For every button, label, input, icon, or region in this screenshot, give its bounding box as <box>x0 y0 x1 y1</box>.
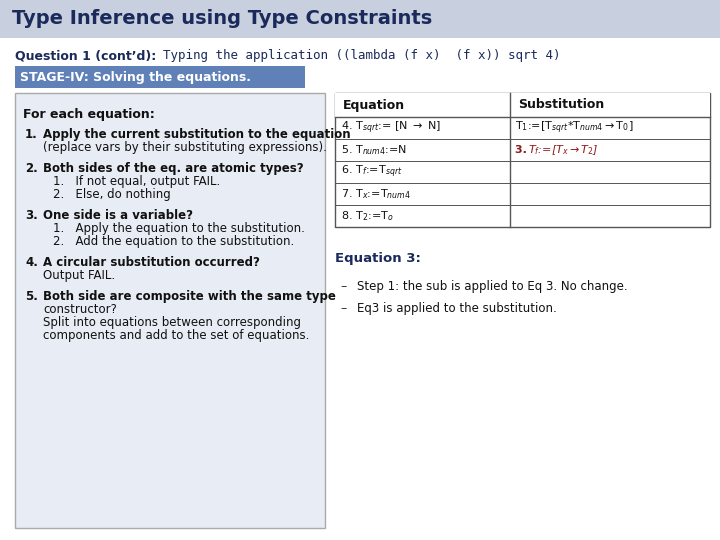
Text: Apply the current substitution to the equation: Apply the current substitution to the eq… <box>43 128 351 141</box>
Text: Both side are composite with the same type: Both side are composite with the same ty… <box>43 290 336 303</box>
FancyBboxPatch shape <box>15 66 305 88</box>
Text: Equation 3:: Equation 3: <box>335 252 421 265</box>
Text: 3.: 3. <box>515 145 531 155</box>
Text: Type Inference using Type Constraints: Type Inference using Type Constraints <box>12 10 432 29</box>
Text: Both sides of the eq. are atomic types?: Both sides of the eq. are atomic types? <box>43 162 304 175</box>
Text: Typing the application ((lambda (f x)  (f x)) sqrt 4): Typing the application ((lambda (f x) (f… <box>148 50 560 63</box>
Text: Substitution: Substitution <box>518 98 604 111</box>
Text: 1.   Apply the equation to the substitution.: 1. Apply the equation to the substitutio… <box>53 222 305 235</box>
Text: 2.: 2. <box>25 162 37 175</box>
Text: 1.: 1. <box>25 128 37 141</box>
Text: T$_f$:=[T$_x$$\rightarrow$T$_2$]: T$_f$:=[T$_x$$\rightarrow$T$_2$] <box>528 143 599 157</box>
Text: Split into equations between corresponding: Split into equations between correspondi… <box>43 316 301 329</box>
Text: Question 1 (cont’d):: Question 1 (cont’d): <box>15 50 156 63</box>
Text: For each equation:: For each equation: <box>23 108 155 121</box>
Text: –: – <box>340 280 346 293</box>
Text: –: – <box>340 302 346 315</box>
Text: components and add to the set of equations.: components and add to the set of equatio… <box>43 329 310 342</box>
Text: 1.   If not equal, output FAIL.: 1. If not equal, output FAIL. <box>53 175 220 188</box>
Text: 8. T$_2$:=T$_o$: 8. T$_2$:=T$_o$ <box>341 209 394 223</box>
Text: 6. T$_f$:=T$_{sqrt}$: 6. T$_f$:=T$_{sqrt}$ <box>341 164 402 180</box>
Text: T$_1$:=[T$_{sqrt}$*T$_{num4}$$\rightarrow$T$_0$]: T$_1$:=[T$_{sqrt}$*T$_{num4}$$\rightarro… <box>515 120 634 136</box>
Text: 5. T$_{num4}$:=N: 5. T$_{num4}$:=N <box>341 143 407 157</box>
Text: Output FAIL.: Output FAIL. <box>43 269 115 282</box>
Text: Eq3 is applied to the substitution.: Eq3 is applied to the substitution. <box>357 302 557 315</box>
Text: Equation: Equation <box>343 98 405 111</box>
FancyBboxPatch shape <box>15 93 325 528</box>
Text: constructor?: constructor? <box>43 303 117 316</box>
Text: 4. T$_{sqrt}$:= [N $\rightarrow$ N]: 4. T$_{sqrt}$:= [N $\rightarrow$ N] <box>341 120 441 136</box>
Text: 4.: 4. <box>25 256 38 269</box>
FancyBboxPatch shape <box>335 93 710 227</box>
Text: 7. T$_x$:=T$_{num4}$: 7. T$_x$:=T$_{num4}$ <box>341 187 411 201</box>
FancyBboxPatch shape <box>335 93 710 117</box>
Text: 3.: 3. <box>25 209 37 222</box>
Text: 2.   Add the equation to the substitution.: 2. Add the equation to the substitution. <box>53 235 294 248</box>
Text: STAGE-IV: Solving the equations.: STAGE-IV: Solving the equations. <box>20 71 251 84</box>
FancyBboxPatch shape <box>0 0 720 38</box>
Text: A circular substitution occurred?: A circular substitution occurred? <box>43 256 260 269</box>
Text: 5.: 5. <box>25 290 38 303</box>
Text: 2.   Else, do nothing: 2. Else, do nothing <box>53 188 171 201</box>
Text: One side is a variable?: One side is a variable? <box>43 209 193 222</box>
Text: Step 1: the sub is applied to Eq 3. No change.: Step 1: the sub is applied to Eq 3. No c… <box>357 280 628 293</box>
Text: (replace vars by their substituting expressions).: (replace vars by their substituting expr… <box>43 141 327 154</box>
FancyBboxPatch shape <box>0 38 720 540</box>
